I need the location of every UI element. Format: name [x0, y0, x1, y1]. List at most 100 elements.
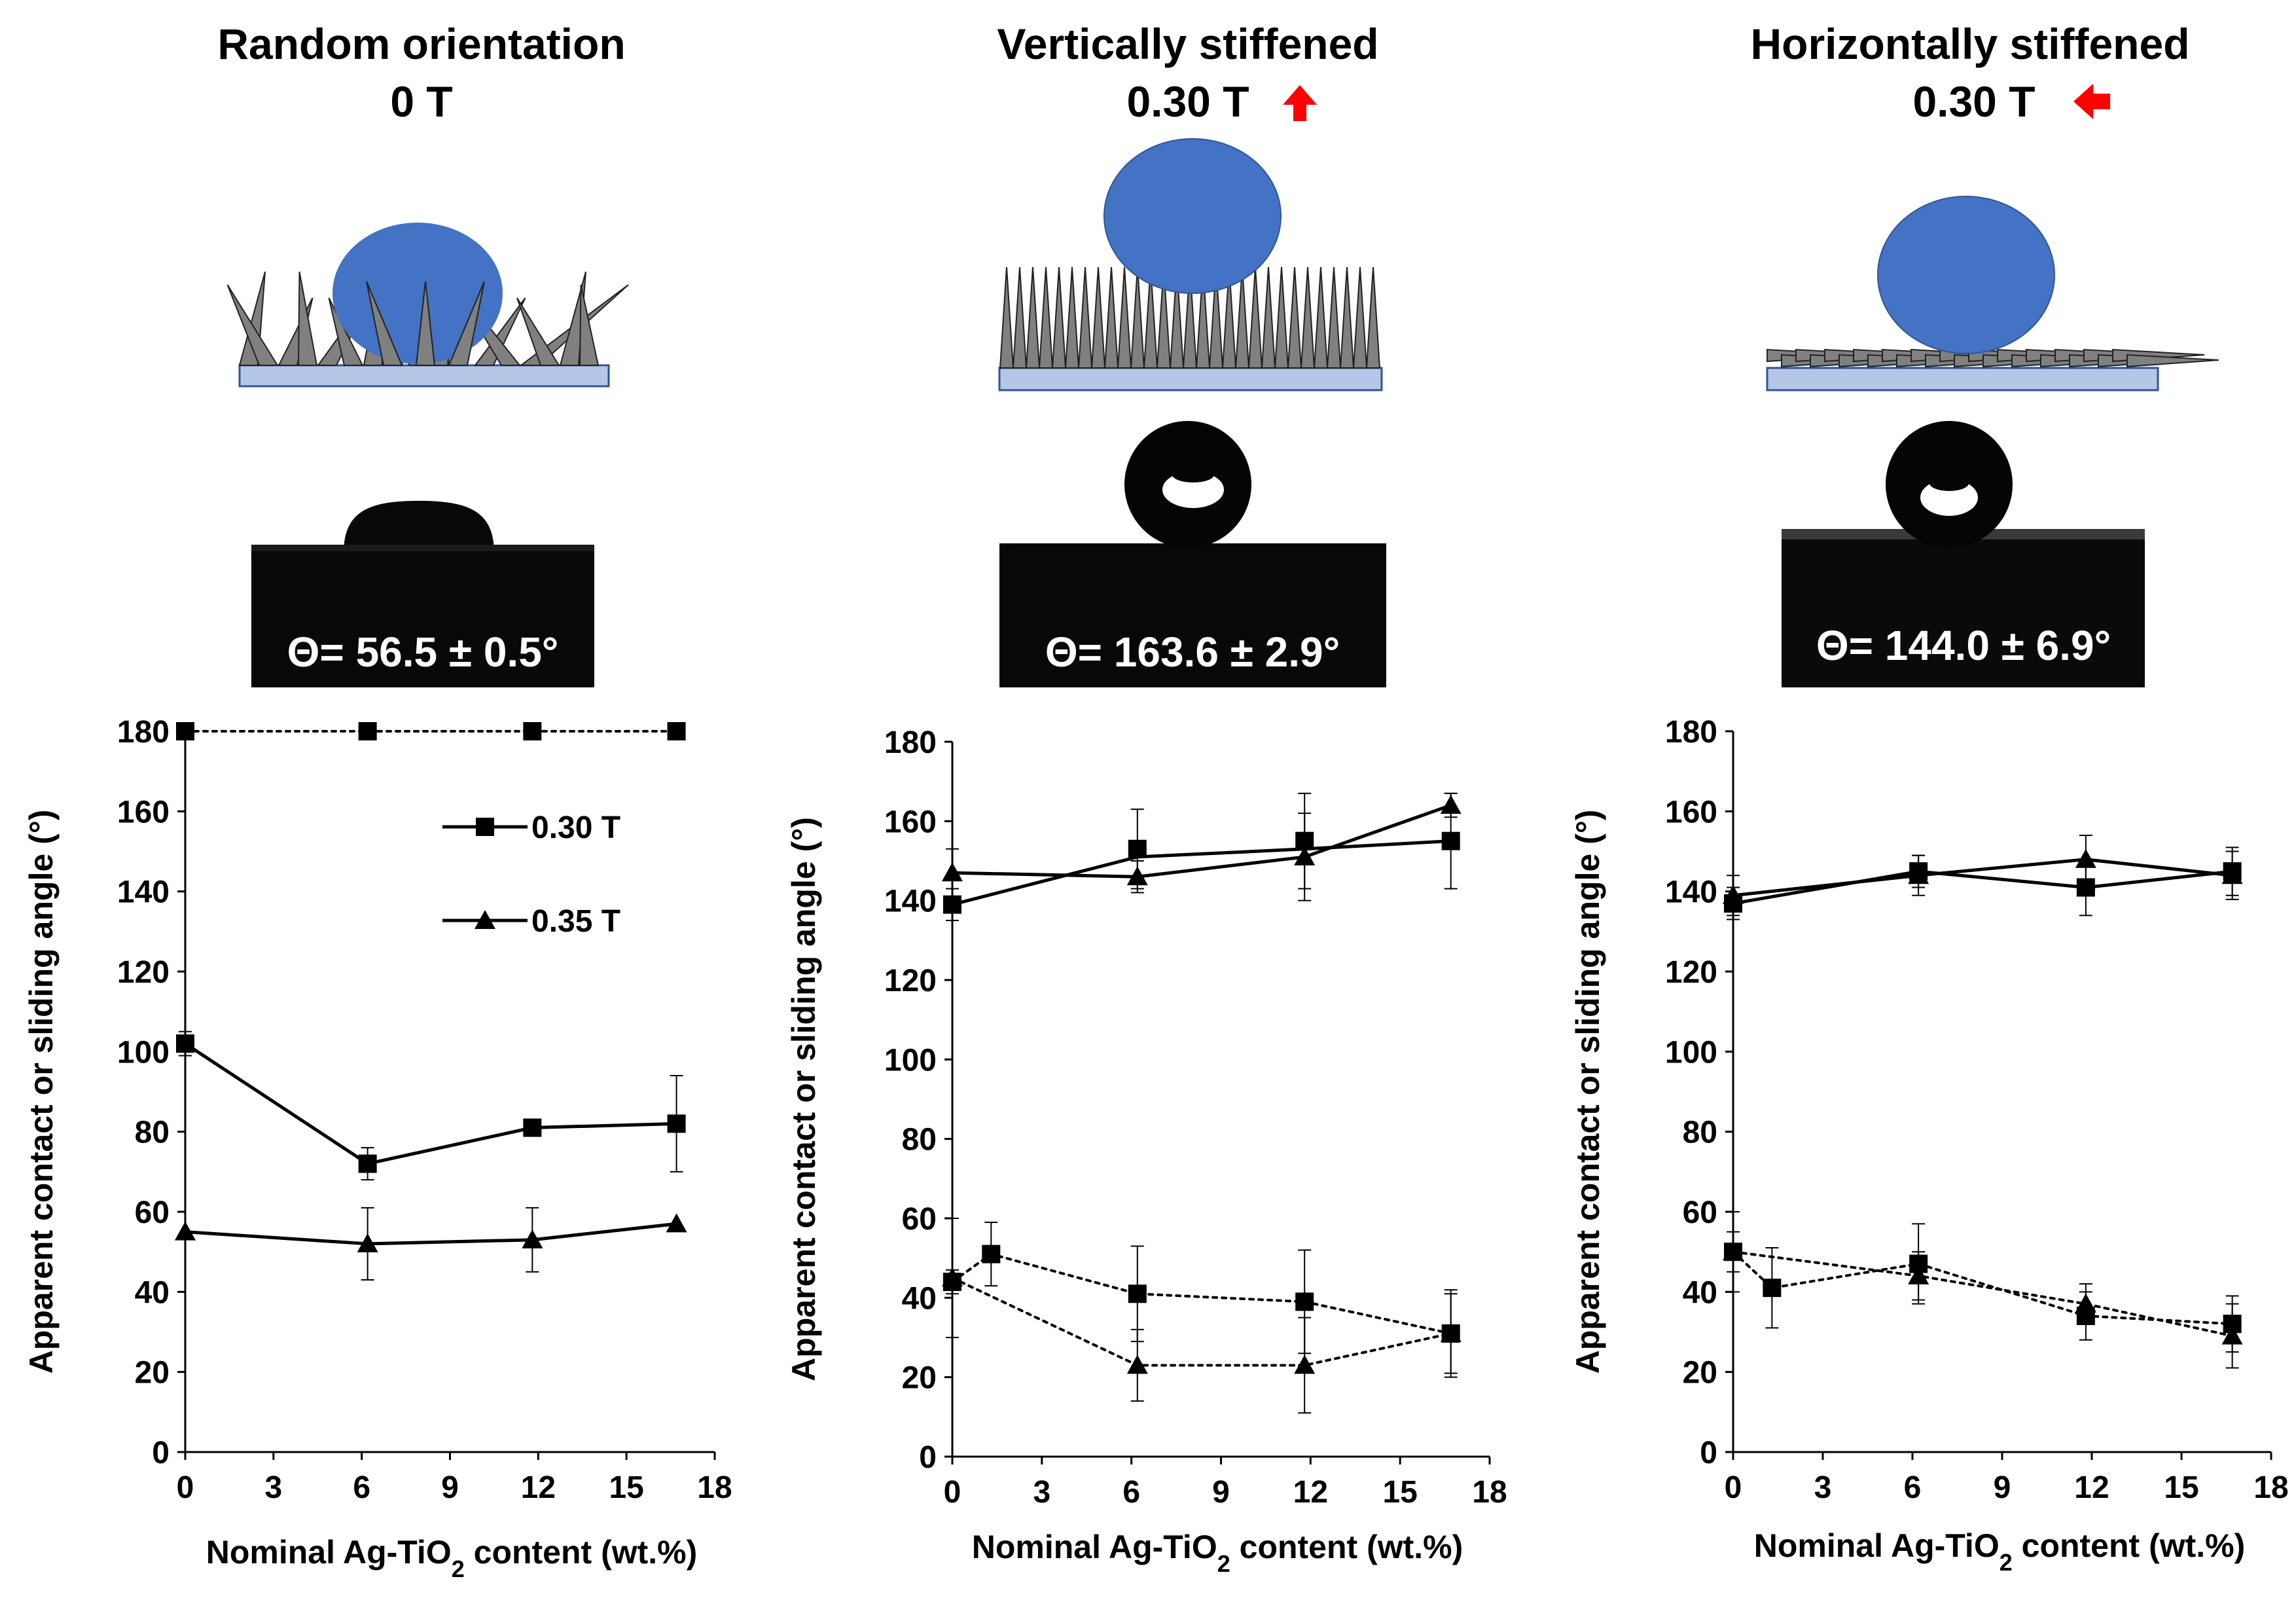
vertical-stiffened-schematic — [998, 138, 1383, 391]
legend-marker — [475, 910, 495, 929]
y-tick-label: 0 — [919, 1440, 937, 1475]
x-tick-label: 6 — [1122, 1475, 1140, 1510]
y-tick-label: 120 — [1665, 955, 1717, 990]
x-tick-label: 18 — [1472, 1475, 1507, 1510]
y-tick-label: 140 — [884, 884, 937, 919]
x-tick-label: 15 — [1382, 1475, 1417, 1510]
needle — [1064, 266, 1080, 369]
droplet — [1877, 196, 2055, 354]
y-tick-label: 180 — [1665, 715, 1717, 750]
data-point — [2075, 848, 2096, 868]
data-point — [523, 1118, 542, 1137]
y-tick-label: 60 — [135, 1195, 170, 1230]
y-tick-label: 120 — [117, 955, 170, 990]
needle — [2126, 354, 2219, 368]
data-point — [175, 1221, 196, 1241]
needle — [1025, 266, 1041, 369]
y-tick-label: 40 — [1683, 1275, 1717, 1310]
data-point — [942, 1267, 963, 1286]
data-point — [2075, 1293, 2096, 1313]
y-tick-label: 80 — [902, 1123, 937, 1157]
chart-vertically-stiffened: 0 20 40 60 80 100 120 140 160 180 0 3 6 9 12 15 18 Appare… — [785, 725, 1507, 1577]
x-tick-label: 15 — [609, 1470, 643, 1505]
needle — [1143, 266, 1158, 369]
y-tick-label: 140 — [1665, 875, 1717, 910]
x-tick-label: 9 — [1994, 1470, 2011, 1505]
needle — [516, 297, 560, 366]
needle — [1130, 266, 1145, 369]
x-axis-label-main: Nominal Ag-TiO — [1754, 1527, 2000, 1564]
panel-2-header: Vertically stiffened 0.30 T — [997, 20, 1378, 126]
needle — [999, 266, 1014, 369]
y-tick-label: 100 — [884, 1043, 937, 1078]
x-tick-label: 15 — [2164, 1470, 2198, 1505]
droplet — [332, 223, 503, 364]
y-tick-label: 160 — [1665, 795, 1717, 829]
legend: 0.30 T 0.35 T — [442, 810, 620, 939]
series-line — [1731, 869, 2234, 905]
x-axis-label-subscript: 2 — [2000, 1549, 2013, 1576]
x-axis-label-tail: content (wt.%) — [465, 1534, 698, 1571]
needle — [1234, 266, 1250, 369]
data-point — [357, 1233, 378, 1252]
y-tick-label: 0 — [1700, 1436, 1717, 1470]
series-contact-035T — [1723, 835, 2243, 917]
series-line — [951, 1277, 1452, 1367]
y-tick-label: 80 — [1683, 1116, 1717, 1150]
data-point — [1908, 865, 1929, 884]
data-point — [1295, 1292, 1314, 1311]
y-tick-label: 20 — [1683, 1356, 1717, 1391]
x-tick-label: 9 — [1212, 1475, 1230, 1510]
angle-label-2: Θ= 163.6 ± 2.9° — [1045, 628, 1340, 676]
data-point — [358, 1154, 377, 1173]
y-axis-label: Apparent contact or sliding angle (°) — [1570, 810, 1606, 1374]
data-point — [176, 722, 194, 740]
legend-label: 0.30 T — [531, 810, 620, 845]
series-sliding-035T — [942, 1218, 1462, 1414]
series-line — [950, 803, 1453, 879]
data-point — [982, 1245, 1001, 1264]
needle — [1208, 266, 1224, 369]
needle — [1261, 266, 1276, 369]
legend-marker — [476, 818, 494, 836]
panel-3-title: Horizontally stiffened — [1750, 20, 2189, 68]
data-point — [2221, 1325, 2243, 1345]
needle — [1339, 266, 1355, 369]
y-tick-label: 40 — [902, 1281, 937, 1316]
substrate — [998, 367, 1383, 391]
y-tick-label: 60 — [1683, 1195, 1717, 1230]
x-tick-label: 18 — [2253, 1470, 2288, 1505]
random-orientation-schematic — [226, 223, 629, 388]
x-axis-label-tail: content (wt.%) — [2013, 1527, 2246, 1564]
data-point — [1294, 1355, 1316, 1374]
data-point — [1440, 795, 1462, 814]
y-tick-label: 100 — [117, 1035, 170, 1070]
series-contact-030T — [176, 1030, 686, 1181]
data-point — [1723, 1241, 1744, 1261]
data-point — [666, 1213, 687, 1233]
x-axis-label-main: Nominal Ag-TiO — [206, 1534, 452, 1571]
panel-2-title: Vertically stiffened — [997, 20, 1378, 68]
y-tick-label: 160 — [884, 805, 937, 839]
substrate — [1766, 367, 2159, 391]
x-tick-label: 12 — [1293, 1475, 1328, 1510]
series-line — [951, 1252, 1452, 1335]
series-line — [1732, 1250, 2234, 1337]
panel-3-field: 0.30 T — [1912, 77, 2035, 126]
x-tick-label: 6 — [1904, 1470, 1922, 1505]
series-line — [950, 839, 1453, 907]
data-point — [1294, 846, 1316, 865]
data-point — [1126, 866, 1148, 886]
needle — [1117, 266, 1132, 369]
data-point — [1128, 1284, 1147, 1303]
x-tick-label: 6 — [353, 1470, 370, 1505]
y-tick-label: 60 — [902, 1202, 937, 1237]
data-point — [1126, 1355, 1148, 1374]
series-contact-030T — [1724, 846, 2242, 920]
series-sliding-035T — [1723, 1231, 2243, 1369]
needle — [1326, 266, 1342, 369]
legend-label: 0.35 T — [531, 904, 620, 939]
y-tick-label: 140 — [117, 875, 170, 910]
chart-random-orientation: 0 20 40 60 80 100 120 140 160 180 0 3 6 9 12 15 18 Appare… — [23, 715, 732, 1582]
data-point — [523, 722, 542, 740]
